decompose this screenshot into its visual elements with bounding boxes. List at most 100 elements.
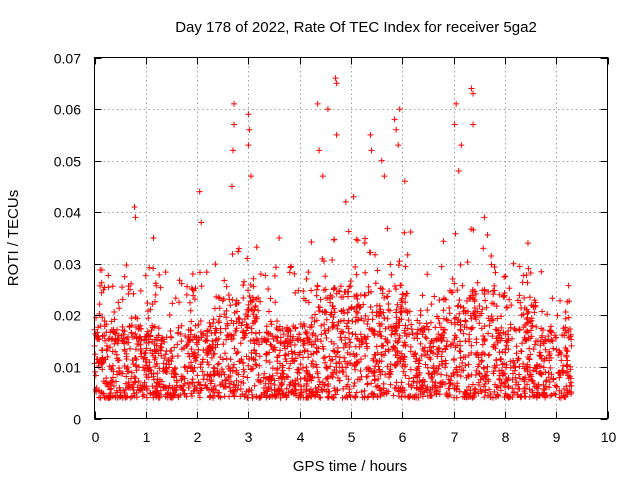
data-point (498, 313, 505, 320)
data-point (499, 348, 506, 355)
data-point (270, 336, 277, 343)
data-point (441, 329, 448, 336)
data-point (308, 341, 315, 348)
data-point (453, 100, 460, 107)
x-tick-label: 6 (399, 429, 407, 445)
data-point (220, 295, 227, 302)
data-point (384, 225, 391, 232)
data-point (290, 333, 297, 340)
data-point (430, 363, 437, 370)
data-point (528, 373, 535, 380)
data-point (245, 301, 252, 308)
data-point (320, 346, 327, 353)
data-point (211, 371, 218, 378)
data-point (308, 323, 315, 330)
data-point (341, 358, 348, 365)
data-point (559, 367, 566, 374)
data-point (502, 331, 509, 338)
data-point (384, 315, 391, 322)
data-point (373, 359, 380, 366)
data-point (450, 355, 457, 362)
data-point (196, 394, 203, 401)
data-point (462, 310, 469, 317)
data-point (543, 383, 550, 390)
data-point (224, 322, 231, 329)
data-point (321, 321, 328, 328)
data-point (364, 373, 371, 380)
data-point (125, 290, 132, 297)
data-point (365, 393, 372, 400)
data-point (368, 147, 375, 154)
data-point (398, 305, 405, 312)
data-point (416, 320, 423, 327)
data-point (233, 369, 240, 376)
data-point (432, 324, 439, 331)
data-point (402, 306, 409, 313)
data-point (206, 394, 213, 401)
data-point (490, 316, 497, 323)
data-point (150, 265, 157, 272)
data-point (240, 359, 247, 366)
data-point (478, 373, 485, 380)
data-point (263, 357, 270, 364)
data-point (153, 383, 160, 390)
data-point (480, 383, 487, 390)
data-point (505, 346, 512, 353)
data-point (342, 288, 349, 295)
data-point (196, 188, 203, 195)
data-point (107, 379, 114, 386)
data-point (343, 373, 350, 380)
data-point (337, 283, 344, 290)
data-point (301, 340, 308, 347)
data-point (338, 336, 345, 343)
data-point (354, 303, 361, 310)
data-point (299, 354, 306, 361)
data-point (184, 341, 191, 348)
data-point (233, 350, 240, 357)
data-point (309, 314, 316, 321)
data-point (450, 340, 457, 347)
data-point (274, 338, 281, 345)
data-point (303, 364, 310, 371)
data-point (546, 378, 553, 385)
data-point (244, 255, 251, 262)
data-point (245, 142, 252, 149)
y-tick-label: 0.05 (54, 154, 81, 170)
data-point (210, 316, 217, 323)
data-point (456, 310, 463, 317)
data-point (423, 320, 430, 327)
data-point (137, 333, 144, 340)
data-point (283, 373, 290, 380)
data-point (310, 350, 317, 357)
data-point (490, 368, 497, 375)
data-point (380, 385, 387, 392)
data-point (316, 307, 323, 314)
data-point (532, 341, 539, 348)
data-point (302, 375, 309, 382)
data-point (466, 393, 473, 400)
data-point (352, 394, 359, 401)
data-point (194, 387, 201, 394)
data-point (455, 167, 462, 174)
data-point (153, 360, 160, 367)
x-tick-label: 8 (502, 429, 510, 445)
data-point (146, 264, 153, 271)
data-point (155, 394, 162, 401)
data-point (454, 287, 461, 294)
data-point (190, 387, 197, 394)
x-tick-label: 10 (601, 429, 617, 445)
data-point (556, 387, 563, 394)
data-point (230, 364, 237, 371)
data-point (386, 307, 393, 314)
data-point (160, 384, 167, 391)
data-point (253, 244, 260, 251)
data-point (549, 295, 556, 302)
data-point (384, 293, 391, 300)
data-point (322, 273, 329, 280)
data-point (372, 280, 379, 287)
data-point (462, 337, 469, 344)
data-point (414, 379, 421, 386)
data-point (185, 384, 192, 391)
data-point (515, 371, 522, 378)
